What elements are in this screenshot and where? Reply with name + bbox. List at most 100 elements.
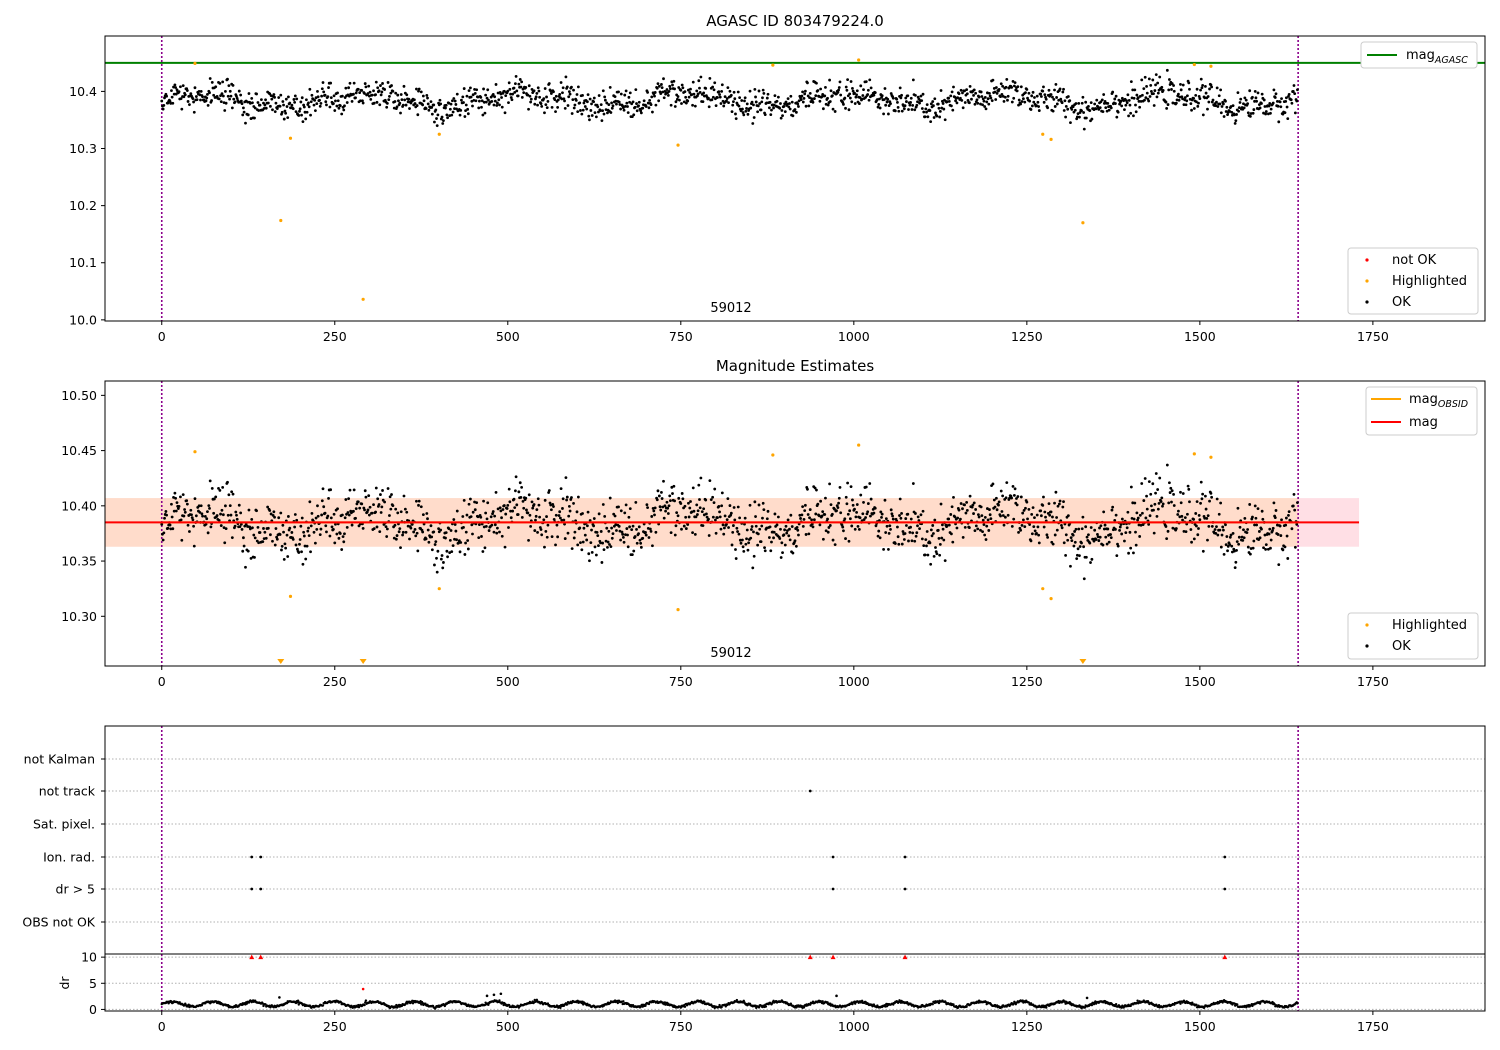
magnitude-xtick-label: 250 (323, 674, 347, 689)
ok-point (241, 113, 245, 117)
ok-point (404, 103, 408, 107)
ok-point (952, 495, 955, 499)
ok-point (592, 517, 596, 520)
ok-point (467, 502, 471, 506)
ok-point (1023, 100, 1027, 104)
ok-point (929, 102, 933, 106)
ok-point (435, 556, 438, 560)
ok-point (581, 512, 584, 515)
ok-point (933, 518, 937, 522)
ok-point (744, 542, 748, 546)
ok-point (791, 114, 795, 118)
ok-point (941, 523, 944, 527)
ok-point (974, 524, 978, 528)
ok-point (711, 495, 715, 499)
ok-point (324, 100, 328, 104)
ok-point (1042, 495, 1045, 499)
ok-point (928, 541, 932, 545)
ok-point (228, 89, 232, 93)
magnitude-estimates-title: Magnitude Estimates (716, 357, 874, 375)
agasc-legend-lower: not OK Highlighted OK (1347, 247, 1479, 315)
ok-point (271, 539, 274, 543)
ok-point (824, 86, 827, 89)
ok-point (811, 525, 815, 529)
ok-point (300, 113, 303, 117)
ok-point (535, 91, 539, 95)
ok-point (754, 100, 758, 104)
ok-point (1253, 90, 1257, 93)
ok-point (887, 112, 890, 116)
ok-point (1267, 104, 1271, 108)
ok-point (1012, 493, 1016, 497)
ok-point (333, 109, 337, 112)
ok-point (471, 532, 474, 536)
ok-point (647, 536, 651, 539)
ok-point (679, 88, 683, 92)
ok-point (1236, 91, 1240, 95)
ok-point (991, 78, 995, 82)
ok-point (752, 530, 755, 534)
ok-point (500, 105, 504, 109)
ok-point (603, 514, 607, 518)
ok-point (1152, 104, 1156, 107)
ok-point (653, 91, 657, 94)
ok-point (635, 541, 639, 545)
agasc-ytick-label: 10.0 (69, 312, 97, 327)
ok-point (883, 498, 887, 502)
ok-point (1035, 513, 1039, 517)
ok-point (338, 532, 342, 535)
ok-point (877, 103, 881, 106)
ok-point (623, 511, 627, 515)
ok-point (1147, 99, 1151, 103)
ok-point (619, 509, 623, 513)
ok-point (487, 529, 491, 532)
ok-point (282, 530, 285, 534)
ok-point (209, 525, 213, 529)
ok-point (940, 106, 944, 110)
ok-point (626, 105, 629, 108)
highlighted-point (771, 453, 775, 457)
ok-point (571, 98, 575, 102)
ok-point (623, 93, 627, 97)
ok-point (976, 101, 980, 105)
ok-point (508, 500, 512, 504)
ok-point (552, 505, 555, 508)
ok-point (987, 529, 991, 532)
ok-point (384, 525, 388, 529)
ok-point (977, 515, 981, 519)
ok-point (520, 95, 524, 99)
ok-point (253, 536, 257, 540)
ok-point (1278, 100, 1282, 104)
ok-point (1252, 108, 1256, 111)
ok-point (657, 84, 661, 88)
ok-point (181, 84, 185, 88)
flag-label: Sat. pixel. (33, 817, 95, 832)
ok-point (354, 516, 357, 520)
ok-point (1042, 525, 1046, 529)
ok-point (968, 494, 972, 498)
ok-point (319, 527, 323, 531)
ok-point (364, 85, 368, 89)
ok-point (1253, 504, 1257, 508)
ok-point (593, 545, 597, 549)
ok-point (415, 87, 418, 91)
ok-point (1172, 89, 1176, 93)
ok-point (1062, 109, 1066, 112)
ok-point (1206, 538, 1209, 542)
ok-point (786, 518, 790, 522)
ok-point (661, 505, 665, 509)
ok-point (1089, 526, 1093, 529)
ok-point (201, 95, 204, 99)
ok-point (768, 100, 772, 104)
agasc-panel: AGASC ID 803479224.0 59012 0 250 500 750 100… (69, 12, 1486, 344)
ok-point (1133, 88, 1137, 92)
ok-point (878, 106, 882, 110)
dr-point (364, 999, 368, 1002)
ok-point (1123, 539, 1126, 543)
ok-point (1039, 92, 1043, 96)
ok-point (767, 536, 771, 539)
ok-point (1256, 91, 1260, 95)
ok-point (171, 527, 175, 531)
ok-point (1293, 111, 1297, 115)
ok-point (261, 540, 265, 544)
